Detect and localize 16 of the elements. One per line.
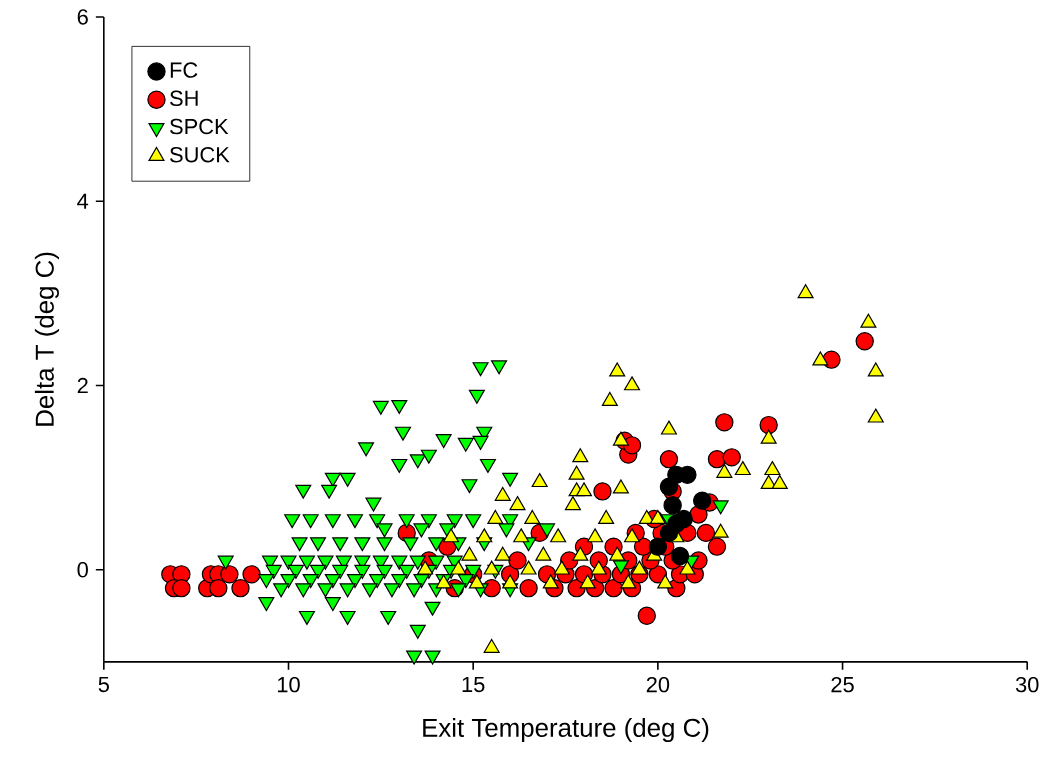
y-tick-label: 0 [77, 562, 88, 578]
y-tick-label: 4 [77, 193, 89, 209]
y-axis-title: Delta T (deg C) [34, 252, 59, 426]
legend-label: SPCK [170, 118, 229, 135]
x-tick-label: 10 [277, 677, 300, 693]
x-tick-label: 25 [831, 677, 854, 693]
x-tick-label: 5 [98, 677, 109, 693]
x-tick-label: 20 [646, 677, 670, 693]
x-axis-title: Exit Temperature (deg C) [423, 718, 709, 743]
legend-label: SH [170, 90, 198, 107]
y-tick-label: 6 [77, 9, 88, 25]
legend-label: SUCK [170, 147, 230, 163]
x-tick-label: 15 [462, 677, 485, 693]
x-tick-label: 30 [1015, 677, 1039, 693]
y-tick-label: 2 [77, 378, 88, 394]
legend-label: FC [170, 62, 198, 79]
